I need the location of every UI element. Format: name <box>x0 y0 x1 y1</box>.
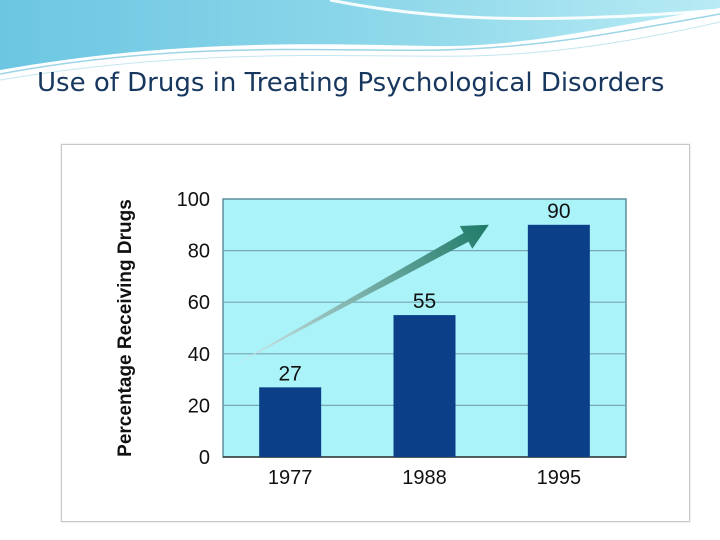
bar-1977 <box>259 387 322 457</box>
y-tick-label: 60 <box>188 292 210 314</box>
y-tick-label: 100 <box>177 189 210 211</box>
slide-title: Use of Drugs in Treating Psychological D… <box>37 68 665 98</box>
y-tick-label: 0 <box>199 447 210 469</box>
slide-header-wave-decoration <box>0 0 720 81</box>
header-wave-line <box>0 13 720 75</box>
trend-arrow <box>230 224 489 368</box>
header-wave-band <box>0 0 720 70</box>
data-label-1995: 90 <box>547 200 570 223</box>
y-tick-label: 20 <box>188 395 210 417</box>
data-label-1977: 27 <box>278 362 301 385</box>
bar-1995 <box>527 224 590 457</box>
bar-1988 <box>393 315 456 457</box>
data-label-1988: 55 <box>413 290 436 313</box>
header-wave-highlight <box>329 0 720 21</box>
x-tick-label-1995: 1995 <box>537 467 582 489</box>
y-tick-label: 40 <box>188 344 210 366</box>
x-tick-label-1988: 1988 <box>402 467 447 489</box>
bar-chart: 0 20 40 60 80 100 Percentage Receiving Drugs 27… <box>115 189 627 489</box>
x-tick-label-1977: 1977 <box>268 467 313 489</box>
trend-arrow-shape <box>230 224 489 368</box>
y-tick-label: 80 <box>188 241 210 263</box>
chart-frame: 0 20 40 60 80 100 Percentage Receiving Drugs 27… <box>61 144 690 522</box>
y-axis-label: Percentage Receiving Drugs <box>115 199 136 457</box>
header-wave-line-2 <box>0 21 720 81</box>
